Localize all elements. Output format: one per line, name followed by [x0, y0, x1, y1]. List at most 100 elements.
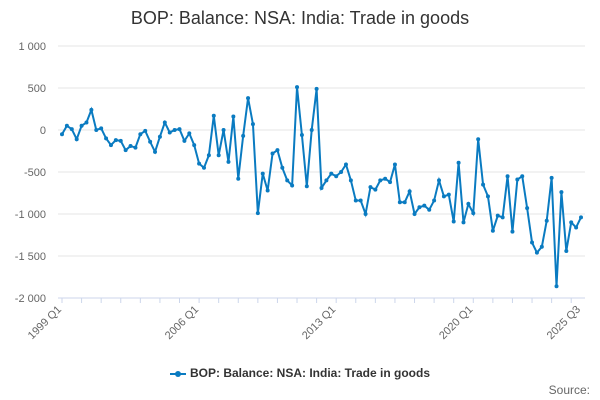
data-point [226, 159, 231, 164]
data-point [388, 180, 393, 185]
data-point [427, 207, 432, 212]
data-point [113, 138, 118, 143]
data-point [392, 162, 397, 167]
data-point [471, 211, 476, 216]
data-point [432, 198, 437, 203]
data-point [290, 183, 295, 188]
data-point [255, 211, 260, 216]
data-point [211, 113, 216, 118]
data-point [157, 134, 162, 139]
data-point [143, 128, 148, 133]
data-point [515, 177, 520, 182]
data-point [378, 178, 383, 183]
data-point [138, 132, 143, 137]
data-point [437, 178, 442, 183]
data-point [89, 107, 94, 112]
data-point [246, 96, 251, 101]
x-tick-label: 2020 Q1 [437, 304, 475, 342]
data-point [60, 132, 64, 137]
data-point [329, 171, 334, 176]
data-point [128, 143, 133, 148]
data-point [319, 185, 324, 190]
y-tick-label: -1 000 [15, 209, 46, 221]
chart-title: BOP: Balance: NSA: India: Trade in goods [130, 8, 470, 28]
data-point [373, 187, 378, 192]
data-point [216, 153, 221, 158]
data-point [339, 170, 344, 174]
data-point [265, 188, 270, 193]
data-point [69, 127, 74, 132]
data-point [441, 194, 446, 199]
x-tick-label: 1999 Q1 [26, 304, 64, 342]
data-point [280, 165, 285, 170]
data-point [64, 123, 69, 128]
data-point [79, 123, 84, 128]
data-point [559, 190, 564, 195]
x-tick-label: 2006 Q1 [163, 304, 201, 342]
data-point [500, 215, 505, 220]
data-point [304, 184, 309, 189]
data-point [84, 120, 89, 125]
data-point [221, 128, 226, 132]
data-point [417, 205, 422, 210]
data-point [94, 128, 99, 132]
y-tick-label: -2 000 [15, 293, 46, 305]
data-point [177, 127, 182, 132]
data-point [241, 133, 246, 138]
data-point [118, 138, 123, 143]
data-point [348, 178, 353, 183]
data-point [167, 130, 172, 135]
data-point [275, 148, 280, 153]
data-point [451, 219, 456, 224]
data-point [510, 229, 515, 234]
data-point [270, 151, 275, 156]
data-point [182, 138, 187, 143]
data-point [579, 215, 583, 220]
data-point [99, 126, 104, 131]
data-point [402, 200, 407, 205]
data-point [172, 128, 177, 132]
data-point [456, 160, 461, 165]
data-point [123, 148, 128, 153]
data-point [368, 185, 373, 190]
data-point [530, 240, 535, 245]
data-point [314, 86, 319, 91]
data-point [554, 284, 559, 289]
data-point [334, 174, 339, 179]
legend-item[interactable]: BOP: Balance: NSA: India: Trade in goods [0, 366, 600, 380]
data-point [104, 136, 109, 141]
data-point [309, 128, 314, 132]
x-tick-label: 2025 Q3 [545, 304, 583, 342]
data-point [495, 213, 500, 218]
data-point [397, 200, 402, 205]
source-label: Source: [548, 383, 590, 397]
data-point [422, 203, 427, 208]
data-point [343, 162, 348, 167]
legend-swatch-icon [169, 370, 186, 377]
data-point [108, 143, 113, 148]
data-point [539, 244, 544, 249]
data-point [260, 171, 265, 176]
data-point [295, 85, 300, 90]
data-point [363, 212, 368, 216]
data-point [490, 228, 495, 233]
data-point [466, 201, 471, 206]
data-point [133, 145, 138, 150]
data-point [534, 250, 539, 255]
data-point [153, 149, 158, 154]
data-point [201, 165, 206, 170]
data-point [574, 225, 579, 230]
data-point [74, 137, 79, 142]
y-tick-label: 0 [40, 125, 46, 137]
data-point [564, 248, 569, 253]
data-point [412, 212, 417, 216]
data-point [299, 133, 304, 138]
data-point [481, 182, 486, 187]
data-point [192, 143, 197, 148]
data-point [383, 176, 388, 181]
data-point [187, 131, 192, 136]
data-point [324, 178, 329, 183]
data-point [162, 120, 167, 125]
